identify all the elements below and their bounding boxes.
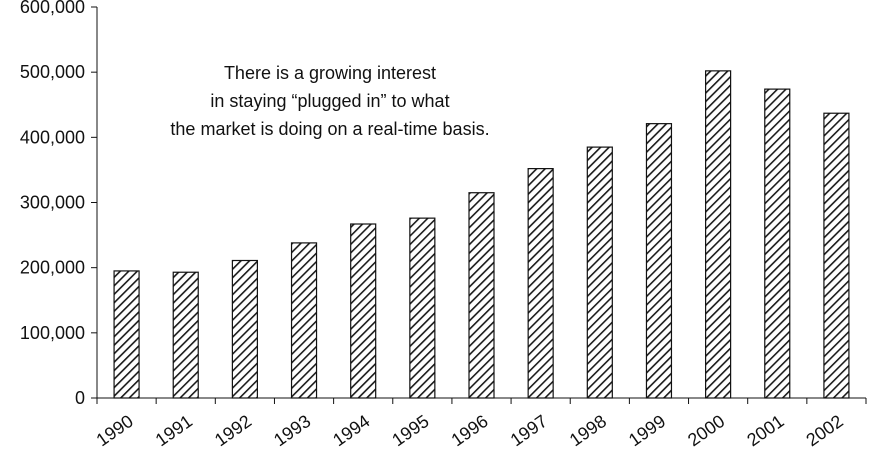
x-tick-label-2002: 2002 bbox=[802, 411, 846, 450]
annotation-line-2: in staying “plugged in” to what bbox=[210, 91, 449, 111]
x-tick-label-1995: 1995 bbox=[388, 411, 432, 450]
bar-1993 bbox=[290, 242, 318, 399]
bar-1994 bbox=[350, 223, 377, 399]
x-tick-label-1992: 1992 bbox=[211, 411, 255, 450]
x-tick-label-1998: 1998 bbox=[566, 411, 610, 450]
y-tick-label: 300,000 bbox=[20, 193, 85, 213]
y-tick-label: 400,000 bbox=[20, 127, 85, 147]
annotation-line-3: the market is doing on a real-time basis… bbox=[170, 119, 489, 139]
bar-1998 bbox=[586, 146, 613, 399]
axes-group: 0 100,000 200,000 300,000 400,000 500,000 600,… bbox=[20, 0, 867, 450]
bar-1992 bbox=[231, 259, 258, 399]
x-tick-label-1990: 1990 bbox=[93, 411, 137, 450]
bars-group bbox=[113, 70, 850, 399]
bar-2002 bbox=[823, 112, 850, 399]
x-tick-label-1997: 1997 bbox=[507, 411, 551, 450]
bar-1990 bbox=[113, 270, 140, 399]
x-tick-label-2000: 2000 bbox=[684, 411, 728, 450]
bar-1996 bbox=[468, 192, 495, 399]
y-tick-label: 200,000 bbox=[20, 258, 85, 278]
y-tick-label: 500,000 bbox=[20, 62, 85, 82]
bar-1999 bbox=[645, 123, 673, 399]
chart-annotation: There is a growing interest in staying “p… bbox=[170, 63, 489, 139]
bar-1995 bbox=[409, 217, 436, 399]
y-tick-label: 0 bbox=[75, 388, 85, 408]
x-tick-label-1999: 1999 bbox=[625, 411, 669, 450]
x-tick-label-1993: 1993 bbox=[270, 411, 314, 450]
y-tick-label: 600,000 bbox=[20, 0, 85, 17]
x-tick-label-1996: 1996 bbox=[448, 411, 492, 450]
bar-2001 bbox=[764, 88, 791, 399]
y-tick-label: 100,000 bbox=[20, 323, 85, 343]
bar-2000 bbox=[705, 70, 732, 399]
x-tick-label-1991: 1991 bbox=[152, 411, 196, 450]
annotation-line-1: There is a growing interest bbox=[224, 63, 436, 83]
x-tick-label-1994: 1994 bbox=[329, 411, 373, 450]
bar-1997 bbox=[527, 168, 554, 399]
bar-1991 bbox=[172, 271, 199, 399]
x-tick-label-2001: 2001 bbox=[743, 411, 787, 450]
